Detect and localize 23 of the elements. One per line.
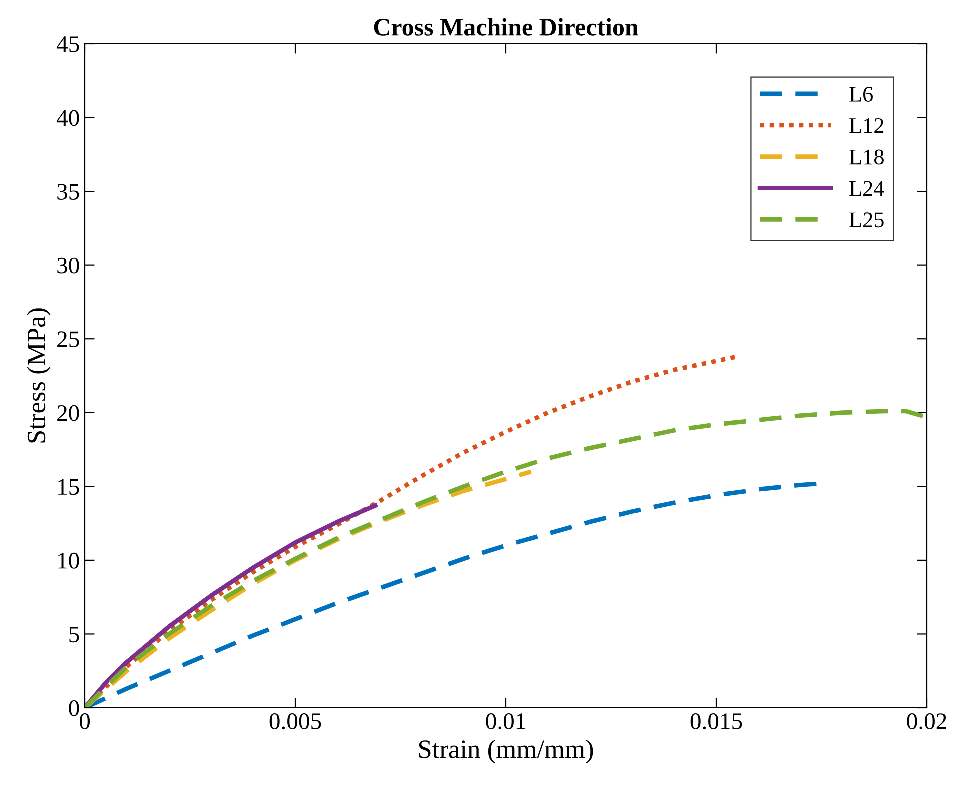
y-axis-title: Stress (MPa) (27, 308, 51, 443)
y-tick-label: 40 (56, 110, 80, 126)
x-axis-title: Strain (mm/mm) (419, 740, 594, 764)
y-tick-label: 30 (58, 258, 80, 274)
legend-label: L12 (850, 118, 884, 134)
legend-label: L25 (850, 212, 884, 228)
y-tick-label: 15 (58, 479, 80, 496)
legend-label: L6 (850, 87, 874, 102)
y-tick-label: 0 (69, 700, 80, 716)
legend-label: L18 (850, 150, 884, 165)
y-tick-label: 45 (56, 36, 80, 52)
x-tick-label: 0 (80, 714, 90, 730)
y-tick-label: 10 (58, 552, 80, 569)
y-tick-label: 35 (58, 184, 80, 200)
y-tick-label: 25 (58, 332, 80, 348)
y-tick-label: 20 (58, 405, 80, 422)
x-tick-label: 0.015 (690, 714, 742, 730)
legend-label: L24 (850, 181, 884, 196)
x-tick-label: 0.005 (270, 714, 322, 730)
chart-title: Cross Machine Direction (374, 18, 638, 36)
x-tick-label: 0.02 (907, 714, 946, 730)
x-tick-label: 0.01 (486, 714, 526, 730)
y-tick-label: 5 (70, 626, 80, 643)
